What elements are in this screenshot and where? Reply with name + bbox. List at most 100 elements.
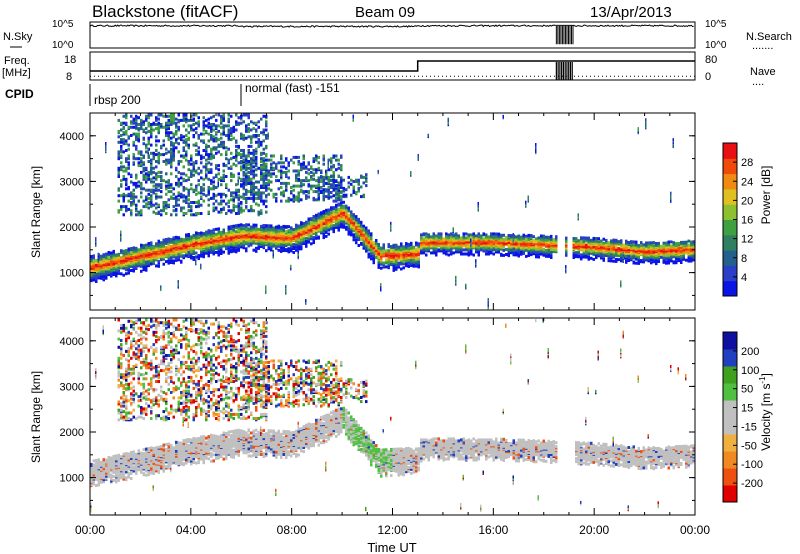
heatmap-cell (247, 227, 250, 231)
heatmap-cell (512, 253, 515, 257)
heatmap-cell (155, 127, 158, 131)
heatmap-cell (162, 143, 165, 147)
heatmap-cell (377, 262, 380, 266)
heatmap-cell (262, 181, 265, 185)
heatmap-cell (212, 231, 215, 235)
heatmap-cell (157, 170, 160, 174)
heatmap-cell (127, 253, 130, 257)
heatmap-cell (317, 161, 320, 165)
heatmap-cell (535, 237, 538, 241)
heatmap-cell (180, 154, 183, 158)
heatmap-cell (267, 132, 269, 136)
heatmap-cell (385, 258, 388, 262)
heatmap-cell (205, 158, 208, 162)
heatmap-cell (235, 149, 238, 152)
heatmap-cell (285, 235, 288, 239)
heatmap-cell (237, 210, 240, 214)
heatmap-cell (97, 252, 99, 256)
heatmap-cell (322, 194, 325, 198)
heatmap-cell (155, 165, 158, 169)
heatmap-cell (197, 146, 200, 150)
heatmap-cell (467, 251, 470, 255)
heatmap-cell (405, 242, 408, 246)
heatmap-cell (325, 229, 328, 233)
heatmap-cell (272, 244, 275, 248)
heatmap-cell (145, 180, 148, 184)
heatmap-cell (252, 165, 255, 169)
heatmap-cell (472, 253, 475, 257)
heatmap-cell (485, 233, 488, 237)
heatmap-cell (370, 235, 373, 239)
heatmap-cell (247, 149, 250, 152)
heatmap-cell (295, 198, 298, 202)
heatmap-cell (270, 227, 273, 231)
heatmap-cell (220, 235, 223, 238)
heatmap-cell (157, 175, 160, 178)
heatmap-cell (260, 224, 263, 228)
heatmap-cell (262, 199, 265, 203)
heatmap-cell (155, 212, 158, 215)
heatmap-cell (245, 179, 248, 183)
heatmap-cell (345, 211, 348, 215)
heatmap-cell (260, 191, 263, 195)
heatmap-cell (320, 186, 323, 189)
heatmap-cell (145, 202, 148, 206)
heatmap-cell (340, 201, 343, 205)
heatmap-cell (180, 160, 183, 163)
heatmap-cell (542, 247, 545, 251)
heatmap-cell (142, 176, 145, 180)
heatmap-cell (302, 157, 305, 161)
heatmap-cell (355, 191, 358, 194)
heatmap-cell (190, 183, 193, 187)
heatmap-cell (360, 241, 363, 245)
heatmap-cell (120, 161, 123, 165)
heatmap-cell (192, 161, 195, 165)
heatmap-cell (127, 207, 130, 211)
heatmap-cell (525, 254, 528, 258)
heatmap-cell (372, 241, 375, 245)
heatmap-cell (252, 161, 255, 165)
heatmap-cell (465, 283, 467, 287)
heatmap-cell (375, 251, 378, 254)
heatmap-cell (160, 177, 163, 181)
heatmap-cell (137, 161, 140, 165)
heatmap-cell (340, 168, 343, 172)
heatmap-cell (322, 236, 325, 240)
heatmap-cell (135, 144, 138, 148)
heatmap-cell (207, 233, 210, 237)
heatmap-cell (297, 177, 300, 181)
heatmap-cell (125, 157, 128, 161)
heatmap-cell (167, 131, 170, 135)
heatmap-cell (335, 199, 338, 203)
heatmap-cell (290, 230, 293, 234)
heatmap-cell (265, 162, 268, 166)
heatmap-cell (162, 207, 165, 211)
heatmap-cell (257, 203, 260, 207)
heatmap-cell (275, 162, 278, 166)
heatmap-cell (490, 250, 493, 254)
heatmap-cell (240, 195, 243, 199)
heatmap-cell (152, 157, 155, 161)
heatmap-cell (285, 166, 288, 170)
heatmap-cell (187, 143, 190, 147)
heatmap-cell (110, 251, 113, 255)
heatmap-cell (405, 262, 408, 266)
heatmap-cell (172, 118, 175, 122)
heatmap-cell (215, 232, 218, 236)
heatmap-cell (537, 236, 540, 240)
heatmap-cell (317, 166, 320, 170)
heatmap-cell (367, 238, 370, 242)
heatmap-cell (200, 263, 202, 267)
heatmap-cell (172, 142, 175, 146)
heatmap-cell (325, 188, 328, 192)
heatmap-cell (165, 134, 168, 137)
heatmap-cell (237, 248, 240, 252)
heatmap-cell (242, 231, 245, 235)
heatmap-cell (220, 246, 223, 249)
heatmap-cell (185, 195, 188, 199)
heatmap-cell (242, 239, 245, 243)
heatmap-cell (150, 113, 153, 117)
heatmap-cell (127, 186, 130, 189)
heatmap-cell (300, 247, 303, 251)
heatmap-cell (247, 179, 250, 183)
